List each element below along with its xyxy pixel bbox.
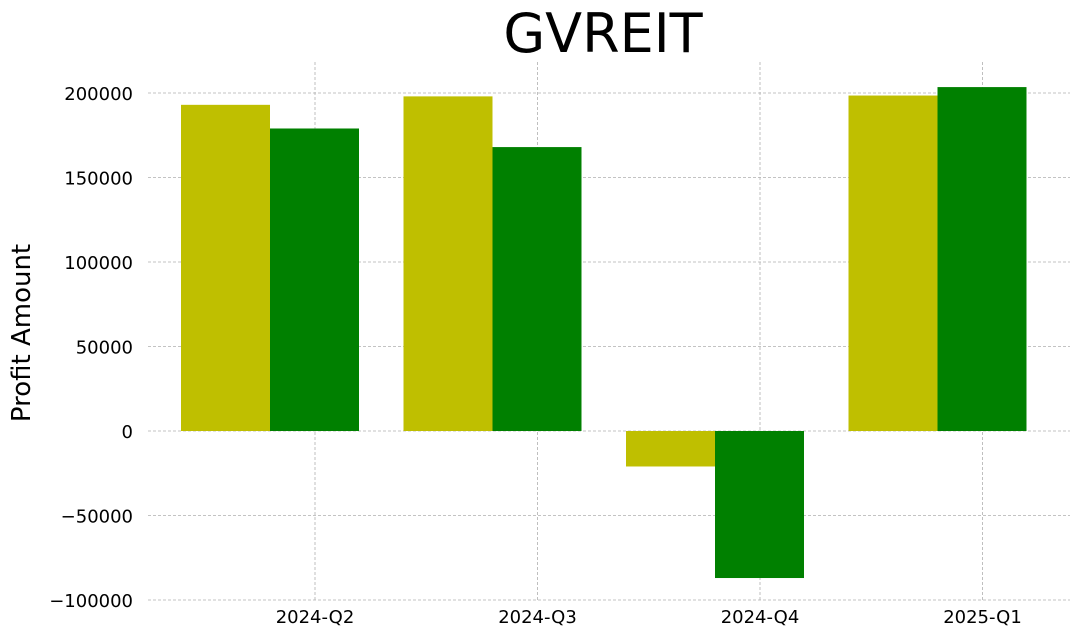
chart-title: GVREIT (503, 2, 703, 65)
bar-series-2-2024-Q4 (715, 431, 804, 579)
bar-series-1-2024-Q3 (403, 96, 493, 431)
x-tick-label: 2024-Q2 (276, 607, 355, 628)
y-tick-label: 150000 (64, 169, 133, 190)
y-tick-label: 200000 (64, 84, 133, 105)
y-tick-label: 100000 (64, 253, 133, 274)
y-tick-label: 0 (122, 422, 133, 443)
x-tick-label: 2024-Q4 (721, 607, 800, 628)
bar-series-1-2025-Q1 (848, 95, 938, 431)
x-tick-label: 2024-Q3 (498, 607, 577, 628)
bar-series-1-2024-Q2 (181, 104, 270, 431)
bar-series-2-2024-Q2 (270, 128, 359, 432)
bar-series-2-2024-Q3 (492, 147, 582, 431)
y-tick-label: −50000 (61, 507, 133, 528)
bar-series-2-2025-Q1 (937, 87, 1027, 432)
bar-series-1-2024-Q4 (626, 431, 715, 467)
y-tick-label: −100000 (49, 591, 133, 612)
x-tick-label: 2025-Q1 (943, 607, 1022, 628)
y-tick-label: 50000 (76, 338, 133, 359)
